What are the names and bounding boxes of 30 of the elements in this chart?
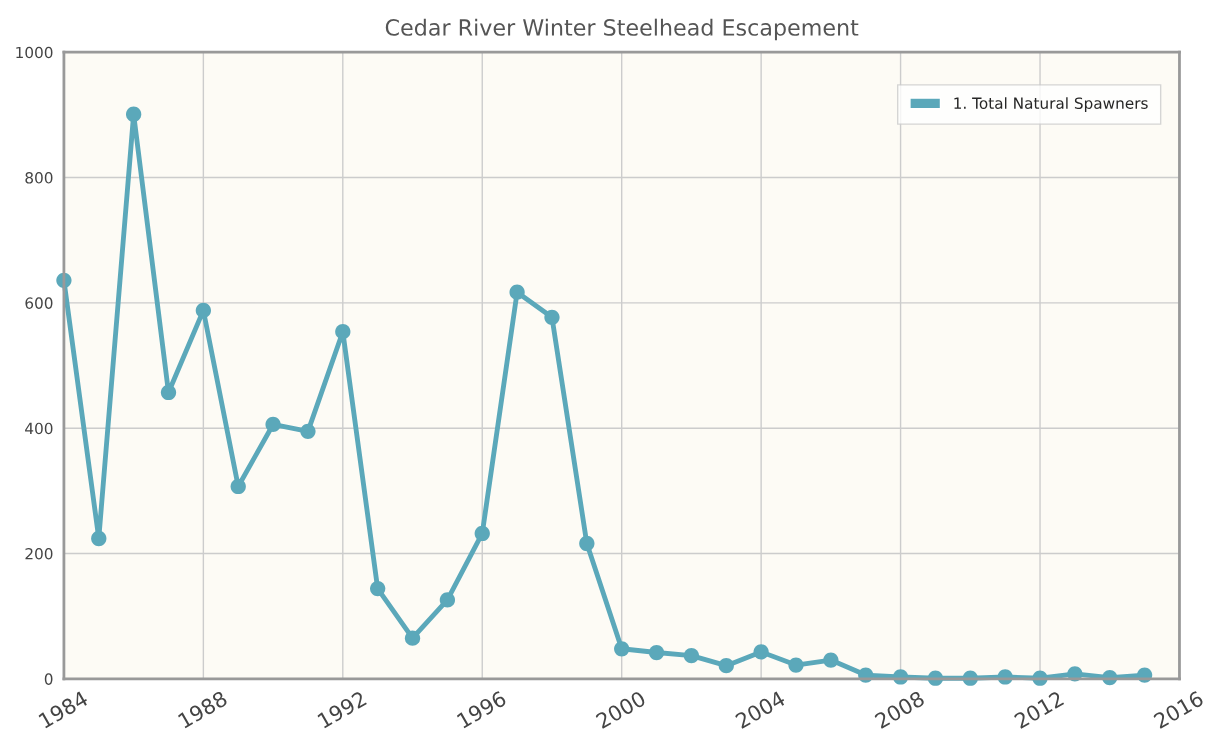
point bbox=[404, 630, 421, 646]
point bbox=[579, 535, 595, 552]
point bbox=[614, 641, 630, 657]
point bbox=[718, 658, 734, 674]
point bbox=[195, 302, 211, 319]
point bbox=[160, 384, 177, 401]
point bbox=[126, 106, 142, 122]
point bbox=[265, 416, 281, 433]
point bbox=[370, 580, 386, 597]
point bbox=[300, 423, 316, 439]
y-tick-label: 400 bbox=[25, 422, 53, 435]
point bbox=[335, 324, 351, 340]
legend-label: 1. Total Natural Spawners bbox=[954, 97, 1148, 112]
point bbox=[544, 309, 560, 325]
point bbox=[753, 644, 769, 660]
point bbox=[230, 478, 246, 495]
y-tick-label: 600 bbox=[25, 297, 53, 309]
point bbox=[648, 644, 665, 661]
point bbox=[439, 592, 456, 608]
chart-title: Cedar River Winter Steelhead Escapement bbox=[385, 18, 859, 41]
y-tick-label: 200 bbox=[25, 548, 53, 560]
point bbox=[823, 652, 839, 668]
point bbox=[788, 657, 804, 673]
y-tick-label: 0 bbox=[44, 673, 53, 685]
point bbox=[91, 530, 107, 547]
point bbox=[474, 525, 490, 542]
y-tick-label: 800 bbox=[25, 172, 53, 184]
y-tick-label: 1000 bbox=[16, 46, 53, 59]
point bbox=[509, 284, 525, 300]
point bbox=[683, 648, 700, 664]
